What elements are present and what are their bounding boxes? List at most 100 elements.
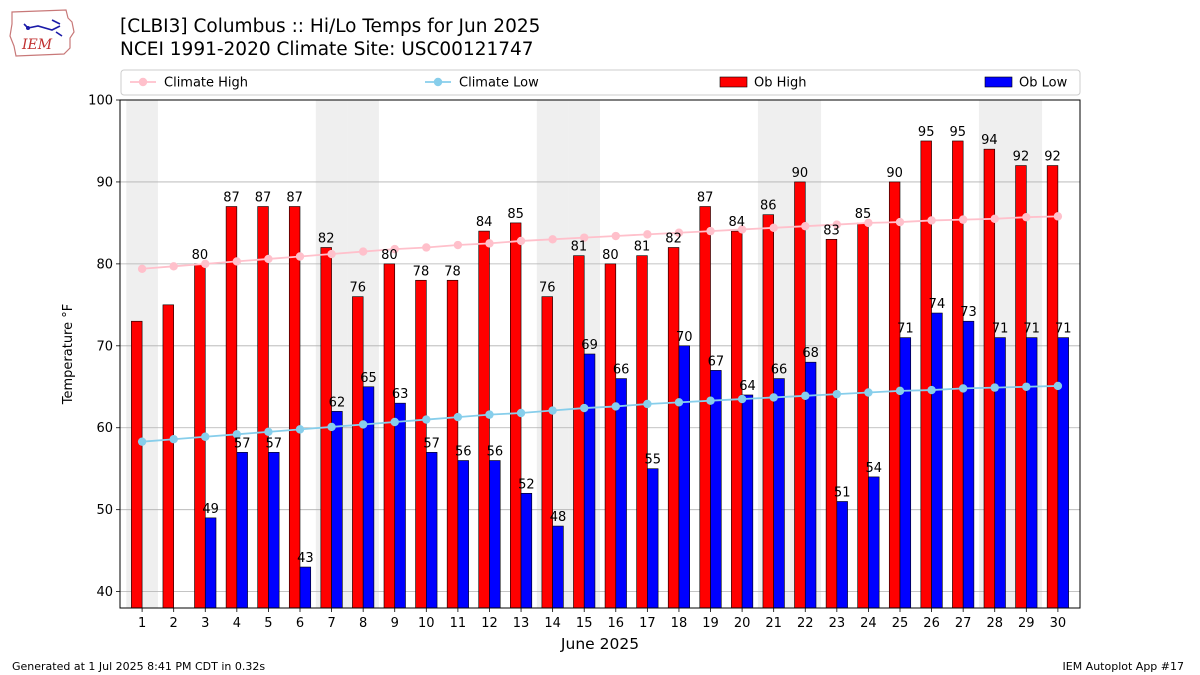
ob-high-value-label: 92 — [1044, 150, 1061, 165]
ob-high-bar — [225, 206, 238, 609]
ob-high-bar — [762, 214, 774, 609]
climate-high-point — [895, 217, 905, 227]
ob-low-value-label: 63 — [392, 387, 409, 402]
ob-high-bar — [257, 206, 269, 609]
ob-low-bar — [741, 394, 754, 609]
x-tick-label: 5 — [264, 616, 272, 631]
climate-low-point — [169, 435, 178, 444]
x-tick-label: 4 — [233, 616, 241, 631]
climate-low-point — [958, 384, 968, 393]
ob-low-value-label: 51 — [834, 485, 851, 500]
ob-low-value-label: 71 — [992, 322, 1009, 337]
x-tick-label: 27 — [955, 616, 972, 631]
ob-high-bar — [288, 206, 301, 609]
x-tick-label: 11 — [450, 616, 467, 631]
climate-high-point — [1053, 212, 1063, 221]
climate-low-point — [990, 383, 999, 392]
x-tick-label: 30 — [1050, 616, 1067, 631]
ob-low-value-label: 54 — [866, 461, 883, 476]
climate-low-point — [358, 420, 368, 429]
x-tick-label: 23 — [829, 616, 846, 631]
climate-high-point — [516, 236, 526, 246]
ob-low-value-label: 67 — [708, 354, 725, 369]
ob-low-value-label: 74 — [929, 297, 946, 312]
ob-high-value-label: 80 — [192, 248, 209, 263]
x-axis-label: June 2025 — [560, 635, 639, 653]
ob-high-value-label: 87 — [223, 191, 240, 206]
ob-low-value-label: 55 — [644, 453, 661, 468]
ob-high-value-label: 90 — [886, 166, 903, 181]
climate-high-point — [958, 215, 968, 224]
ob-low-value-label: 71 — [1023, 322, 1040, 337]
legend-ob-high-swatch — [719, 76, 748, 88]
ob-high-bar — [541, 296, 553, 609]
ob-high-value-label: 78 — [413, 264, 430, 279]
climate-low-point — [674, 398, 684, 407]
ob-low-bar — [868, 476, 880, 609]
ob-high-bar — [162, 304, 174, 609]
x-tick-label: 1 — [138, 616, 146, 631]
climate-high-point — [264, 254, 273, 264]
ob-high-bar — [573, 255, 585, 609]
climate-high-point — [611, 231, 620, 241]
ob-low-bar — [647, 468, 659, 609]
ob-high-value-label: 90 — [792, 166, 809, 181]
x-tick-label: 20 — [734, 616, 751, 631]
ob-low-value-label: 57 — [423, 436, 440, 451]
climate-high-point — [453, 240, 463, 250]
climate-low-point — [832, 389, 842, 399]
ob-low-bar — [236, 452, 248, 609]
climate-low-point — [201, 432, 210, 441]
x-tick-label: 6 — [296, 616, 304, 631]
x-tick-label: 25 — [892, 616, 909, 631]
x-tick-label: 12 — [481, 616, 498, 631]
ob-low-bar — [394, 402, 406, 609]
x-tick-label: 2 — [170, 616, 178, 631]
ob-high-value-label: 80 — [381, 248, 398, 263]
ob-low-bar — [426, 452, 438, 609]
ob-high-bar — [352, 296, 364, 609]
ob-low-value-label: 66 — [613, 363, 630, 378]
climate-high-line — [142, 215, 1058, 270]
ob-low-bar — [299, 566, 312, 609]
climate-low-point — [737, 394, 747, 404]
ob-high-value-label: 92 — [1013, 150, 1030, 165]
ob-high-value-label: 85 — [507, 207, 524, 222]
climate-high-point — [295, 252, 305, 261]
x-tick-label: 18 — [671, 616, 688, 631]
ob-high-bar — [888, 181, 901, 609]
climate-low-point — [643, 399, 652, 409]
ob-high-value-label: 83 — [823, 223, 840, 238]
x-tick-label: 28 — [986, 616, 1003, 631]
y-tick-label: 70 — [96, 339, 113, 354]
generated-footer: Generated at 1 Jul 2025 8:41 PM CDT in 0… — [12, 660, 266, 673]
ob-low-bar — [773, 378, 785, 609]
climate-low-point — [327, 422, 336, 432]
ob-low-bar — [204, 517, 217, 609]
x-tick-label: 9 — [391, 616, 399, 631]
y-tick-label: 60 — [96, 421, 113, 436]
ob-low-value-label: 69 — [581, 338, 598, 353]
x-tick-label: 29 — [1018, 616, 1035, 631]
ob-high-value-label: 86 — [760, 199, 777, 214]
ob-high-value-label: 81 — [571, 240, 588, 255]
climate-high-point — [927, 216, 936, 225]
iem-logo: IEM — [9, 9, 75, 57]
ob-high-bar — [604, 263, 617, 609]
ob-high-value-label: 95 — [950, 125, 967, 140]
ob-high-value-label: 85 — [855, 207, 872, 222]
climate-high-point — [674, 228, 684, 237]
x-tick-label: 3 — [201, 616, 209, 631]
climate-high-point — [232, 257, 242, 266]
ob-high-value-label: 84 — [728, 215, 745, 230]
legend-ob-low-swatch — [984, 76, 1013, 88]
climate-high-point — [169, 262, 178, 271]
ob-high-value-label: 80 — [602, 248, 619, 263]
ob-low-bar — [362, 386, 375, 609]
plot-frame — [119, 99, 1081, 609]
ob-high-bar — [825, 238, 838, 609]
ob-low-value-label: 56 — [455, 445, 472, 460]
y-tick-label: 80 — [96, 257, 113, 272]
climate-low-point — [1022, 382, 1031, 391]
